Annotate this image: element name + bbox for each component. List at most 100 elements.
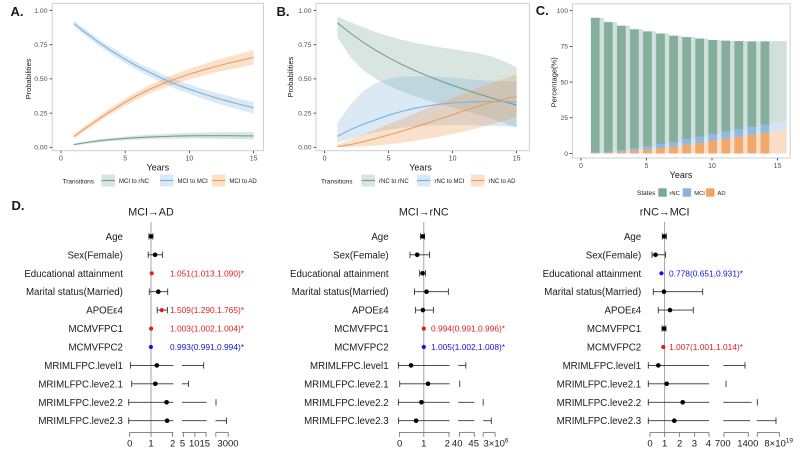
svg-text:0.25: 0.25	[298, 110, 311, 117]
svg-text:5: 5	[387, 156, 391, 163]
svg-text:10: 10	[708, 163, 716, 170]
svg-text:Years: Years	[409, 163, 432, 173]
svg-text:rNC→MCI: rNC→MCI	[640, 206, 690, 218]
svg-text:0: 0	[647, 439, 652, 450]
svg-text:2: 2	[170, 439, 175, 450]
svg-text:1: 1	[148, 439, 153, 450]
svg-text:50: 50	[560, 79, 568, 86]
svg-text:0.25: 0.25	[34, 110, 47, 117]
svg-text:10: 10	[449, 156, 457, 163]
svg-text:15: 15	[200, 439, 211, 450]
svg-text:45: 45	[468, 439, 479, 450]
svg-text:MCMVFPC2: MCMVFPC2	[587, 342, 641, 353]
svg-text:MRIMLFPC.leve2.1: MRIMLFPC.leve2.1	[38, 379, 123, 390]
svg-text:rNC to rNC: rNC to rNC	[379, 179, 409, 185]
svg-text:1.00: 1.00	[34, 8, 47, 15]
svg-text:0.994(0.991,0.996)*: 0.994(0.991,0.996)*	[431, 324, 506, 334]
svg-text:3: 3	[692, 439, 697, 450]
svg-text:MCMVFPC2: MCMVFPC2	[69, 342, 123, 353]
svg-text:rNC to MCI: rNC to MCI	[435, 179, 465, 185]
svg-text:MRIMLFPC.leve2.3: MRIMLFPC.leve2.3	[38, 416, 123, 427]
svg-text:0: 0	[397, 439, 402, 450]
svg-text:15: 15	[774, 163, 782, 170]
svg-text:B.: B.	[277, 4, 290, 19]
svg-text:Probabilities: Probabilities	[286, 56, 295, 97]
svg-text:Age: Age	[624, 232, 641, 243]
svg-text:0: 0	[564, 151, 568, 158]
svg-text:Transitions: Transitions	[63, 178, 95, 185]
svg-text:MRIMLFPC.level1: MRIMLFPC.level1	[563, 361, 642, 372]
svg-text:MRIMLFPC.leve2.1: MRIMLFPC.leve2.1	[304, 379, 389, 390]
svg-text:0.778(0.651,0.931)*: 0.778(0.651,0.931)*	[669, 268, 744, 278]
svg-text:3000: 3000	[217, 439, 238, 450]
svg-text:Sex(Female): Sex(Female)	[333, 250, 388, 261]
svg-text:0: 0	[127, 439, 132, 450]
svg-text:1.509(1.290,1.765)*: 1.509(1.290,1.765)*	[170, 305, 245, 315]
svg-text:0.75: 0.75	[34, 42, 47, 49]
svg-text:MCI→rNC: MCI→rNC	[399, 206, 449, 218]
svg-text:2: 2	[445, 439, 450, 450]
svg-text:15: 15	[250, 156, 258, 163]
svg-text:4: 4	[706, 439, 711, 450]
svg-text:5: 5	[645, 163, 649, 170]
svg-text:MCMVFPC1: MCMVFPC1	[334, 324, 388, 335]
svg-text:Marital status(Married): Marital status(Married)	[26, 287, 123, 298]
svg-text:1.003(1.002,1.004)*: 1.003(1.002,1.004)*	[170, 324, 245, 334]
svg-text:MRIMLFPC.leve2.3: MRIMLFPC.leve2.3	[304, 416, 389, 427]
svg-text:APOEε4: APOEε4	[352, 306, 389, 317]
svg-text:3×106: 3×106	[483, 438, 508, 450]
svg-text:0: 0	[579, 163, 583, 170]
svg-text:2: 2	[677, 439, 682, 450]
svg-text:0.75: 0.75	[298, 42, 311, 49]
svg-text:MRIMLFPC.leve2.3: MRIMLFPC.leve2.3	[557, 416, 642, 427]
svg-text:25: 25	[560, 115, 568, 122]
svg-text:Age: Age	[106, 232, 123, 243]
svg-text:0.50: 0.50	[34, 76, 47, 83]
svg-text:Marital status(Married): Marital status(Married)	[544, 287, 641, 298]
svg-text:0: 0	[59, 156, 63, 163]
svg-text:Sex(Female): Sex(Female)	[67, 250, 122, 261]
svg-text:Probabilities: Probabilities	[24, 58, 33, 99]
svg-text:MCI to rNC: MCI to rNC	[119, 179, 150, 185]
svg-text:700: 700	[715, 439, 731, 450]
svg-text:MRIMLFPC.leve2.2: MRIMLFPC.leve2.2	[38, 398, 123, 409]
svg-text:75: 75	[560, 44, 568, 51]
svg-text:1.00: 1.00	[298, 8, 311, 15]
svg-text:Educational attainment: Educational attainment	[24, 269, 123, 280]
svg-text:MCI to MCI: MCI to MCI	[178, 179, 209, 185]
svg-text:5: 5	[123, 156, 127, 163]
svg-text:Educational attainment: Educational attainment	[290, 269, 389, 280]
svg-text:APOEε4: APOEε4	[86, 306, 123, 317]
svg-text:1.051(1.013,1.090)*: 1.051(1.013,1.090)*	[170, 268, 245, 278]
svg-text:Sex(Female): Sex(Female)	[586, 250, 641, 261]
svg-text:1400: 1400	[737, 439, 758, 450]
svg-text:States: States	[637, 190, 656, 197]
svg-text:A.: A.	[11, 4, 24, 19]
svg-text:Transitions: Transitions	[321, 178, 353, 185]
svg-text:Percentage(%): Percentage(%)	[550, 57, 559, 108]
svg-text:MRIMLFPC.leve2.2: MRIMLFPC.leve2.2	[304, 398, 389, 409]
svg-text:MCMVFPC1: MCMVFPC1	[587, 324, 641, 335]
svg-text:D.: D.	[12, 198, 25, 213]
svg-text:1.005(1.002,1.008)*: 1.005(1.002,1.008)*	[431, 342, 506, 352]
svg-text:Years: Years	[670, 170, 693, 180]
svg-text:MRIMLFPC.leve2.1: MRIMLFPC.leve2.1	[557, 379, 642, 390]
svg-text:APOEε4: APOEε4	[605, 306, 642, 317]
svg-text:AD: AD	[718, 191, 726, 197]
svg-text:rNC to AD: rNC to AD	[489, 179, 517, 185]
svg-text:C.: C.	[536, 3, 549, 18]
svg-text:0.993(0.991,0.994)*: 0.993(0.991,0.994)*	[170, 342, 245, 352]
svg-text:0.00: 0.00	[34, 145, 47, 152]
svg-text:Age: Age	[371, 232, 388, 243]
svg-text:10: 10	[186, 156, 194, 163]
svg-text:100: 100	[557, 8, 569, 15]
svg-text:0.00: 0.00	[298, 145, 311, 152]
svg-text:0.50: 0.50	[298, 76, 311, 83]
svg-text:MCI: MCI	[694, 191, 705, 197]
svg-text:5: 5	[180, 439, 185, 450]
svg-text:MRIMLFPC.level1: MRIMLFPC.level1	[44, 361, 123, 372]
svg-text:MRIMLFPC.level1: MRIMLFPC.level1	[310, 361, 389, 372]
svg-text:40: 40	[452, 439, 463, 450]
svg-text:1: 1	[662, 439, 667, 450]
svg-text:MRIMLFPC.leve2.2: MRIMLFPC.leve2.2	[557, 398, 642, 409]
